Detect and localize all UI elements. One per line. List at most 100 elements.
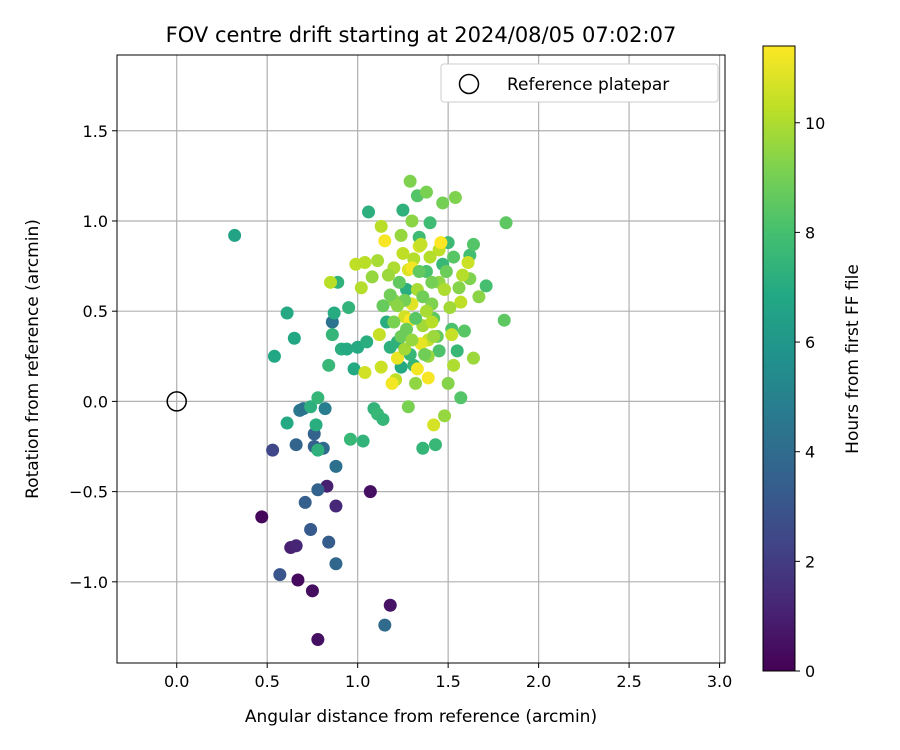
scatter-point [419, 185, 433, 199]
scatter-point [423, 216, 437, 230]
reference-platepar-marker [166, 391, 187, 412]
scatter-point [291, 573, 305, 587]
scatter-point [365, 270, 379, 284]
scatter-point [385, 376, 399, 390]
scatter-point [456, 268, 470, 282]
scatter-point [378, 234, 392, 248]
legend-box [440, 63, 719, 103]
scatter-points [228, 174, 513, 647]
scatter-point [343, 432, 357, 446]
scatter-point [390, 299, 404, 313]
scatter-point [438, 409, 452, 423]
scatter-point [461, 255, 475, 269]
scatter-point [439, 264, 453, 278]
y-tick-label: −1.0 [69, 573, 108, 592]
scatter-point [311, 443, 325, 457]
scatter-point [324, 275, 338, 289]
scatter-point [448, 191, 462, 205]
scatter-point [374, 219, 388, 233]
scatter-point [421, 371, 435, 385]
scatter-point [311, 633, 325, 647]
scatter-point [472, 290, 486, 304]
scatter-point [392, 275, 406, 289]
scatter-point [347, 362, 361, 376]
scatter-point [414, 237, 428, 251]
y-tick-label: 1.5 [83, 122, 108, 141]
colorbar-tick-label: 8 [805, 223, 815, 242]
scatter-point [466, 351, 480, 365]
scatter-point [327, 306, 341, 320]
scatter-point [425, 275, 439, 289]
colorbar-label: Hours from first FF file [843, 264, 863, 454]
scatter-point [289, 438, 303, 452]
scatter-point [401, 400, 415, 414]
scatter-point [280, 306, 294, 320]
scatter-point [311, 391, 325, 405]
scatter-point [298, 495, 312, 509]
scatter-point [423, 250, 437, 264]
colorbar-tick-label: 2 [805, 552, 815, 571]
scatter-point [358, 366, 372, 380]
scatter-point [372, 328, 386, 342]
y-axis-label: Rotation from reference (arcmin) [23, 219, 43, 499]
scatter-point [409, 311, 423, 325]
scatter-point [322, 358, 336, 372]
scatter-point [387, 315, 401, 329]
scatter-point [340, 342, 354, 356]
scatter-point [396, 246, 410, 260]
scatter-point [416, 441, 430, 455]
scatter-point [383, 598, 397, 612]
scatter-point [304, 522, 318, 536]
scatter-point [438, 283, 452, 297]
scatter-point [325, 328, 339, 342]
scatter-point [255, 510, 269, 524]
y-tick-label: 0.0 [83, 392, 108, 411]
scatter-point [396, 203, 410, 217]
scatter-point [289, 539, 303, 553]
scatter-point [383, 288, 397, 302]
scatter-point [267, 349, 281, 363]
scatter-point [436, 196, 450, 210]
scatter-point [434, 236, 448, 250]
colorbar: 0 2 4 6 8 10 Hours from first FF file [762, 45, 863, 681]
scatter-point [497, 313, 511, 327]
scatter-point [318, 402, 332, 416]
scatter-point [416, 290, 430, 304]
x-axis-label: Angular distance from reference (arcmin) [245, 707, 597, 727]
x-tick-label: 1.5 [435, 672, 460, 691]
scatter-point [443, 301, 457, 315]
legend: Reference platepar [440, 63, 719, 103]
colorbar-tick-label: 6 [805, 333, 815, 352]
y-axis: −1.0 −0.5 0.0 0.5 1.0 1.5 [69, 122, 117, 592]
scatter-point [409, 376, 423, 390]
colorbar-ticks: 0 2 4 6 8 10 [795, 114, 825, 681]
scatter-point [479, 279, 493, 293]
x-axis: 0.0 0.5 1.0 1.5 2.0 2.5 3.0 [164, 663, 732, 691]
scatter-point [454, 391, 468, 405]
scatter-point [356, 434, 370, 448]
scatter-point [410, 362, 424, 376]
x-tick-label: 2.5 [616, 672, 641, 691]
scatter-point [311, 483, 325, 497]
scatter-point [425, 315, 439, 329]
scatter-point [305, 584, 319, 598]
scatter-point [428, 438, 442, 452]
reference-marker-layer [166, 391, 187, 412]
x-tick-label: 2.0 [526, 672, 551, 691]
legend-marker-reference [458, 73, 480, 95]
scatter-point [398, 342, 412, 356]
scatter-point [376, 412, 390, 426]
scatter-point [432, 344, 446, 358]
scatter-point [381, 268, 395, 282]
scatter-point [371, 254, 385, 268]
scatter-point [329, 557, 343, 571]
x-tick-label: 3.0 [707, 672, 732, 691]
scatter-point [405, 333, 419, 347]
scatter-point [499, 216, 513, 230]
x-tick-label: 0.0 [164, 672, 189, 691]
scatter-point [390, 351, 404, 365]
scatter-point [342, 301, 356, 315]
scatter-point [447, 358, 461, 372]
